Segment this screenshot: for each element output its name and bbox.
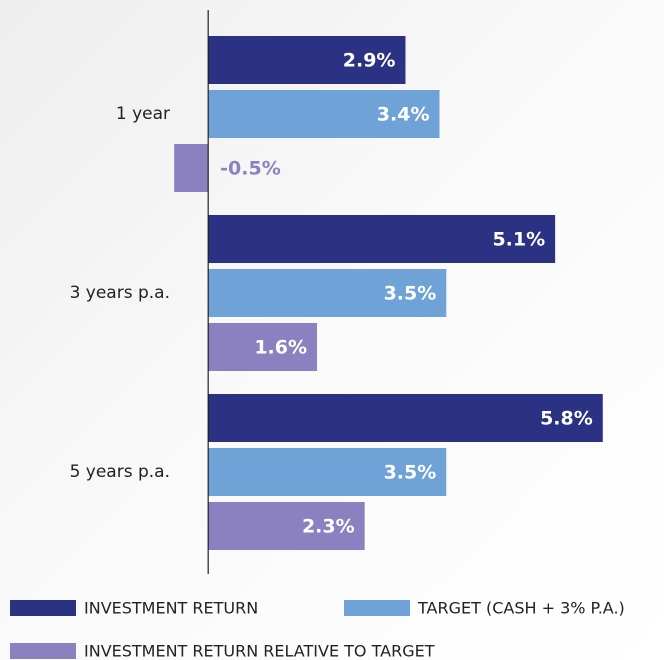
bar bbox=[208, 448, 447, 496]
bar bbox=[208, 215, 556, 263]
value-label: 3.4% bbox=[377, 104, 430, 126]
bar bbox=[208, 323, 318, 371]
bar bbox=[174, 144, 209, 192]
legend-label: TARGET (CASH + 3% P.A.) bbox=[417, 599, 625, 618]
bar bbox=[208, 36, 406, 84]
bar bbox=[208, 90, 440, 138]
value-label: 3.5% bbox=[384, 283, 437, 305]
value-label: 2.3% bbox=[302, 516, 355, 538]
legend-label: INVESTMENT RETURN RELATIVE TO TARGET bbox=[84, 642, 435, 660]
value-label: 3.5% bbox=[384, 462, 437, 484]
category-label: 3 years p.a. bbox=[70, 283, 170, 303]
value-label: -0.5% bbox=[220, 158, 281, 180]
legend-swatch bbox=[10, 600, 76, 616]
value-label: 5.1% bbox=[492, 229, 545, 251]
value-label: 5.8% bbox=[540, 408, 593, 430]
bar bbox=[208, 269, 447, 317]
category-label: 1 year bbox=[116, 104, 170, 124]
legend-label: INVESTMENT RETURN bbox=[84, 599, 258, 618]
legend-swatch bbox=[10, 643, 76, 659]
bar bbox=[208, 394, 603, 442]
category-label: 5 years p.a. bbox=[70, 462, 170, 482]
legend-swatch bbox=[344, 600, 410, 616]
bar bbox=[208, 502, 365, 550]
value-label: 1.6% bbox=[254, 337, 307, 359]
value-label: 2.9% bbox=[343, 50, 396, 72]
